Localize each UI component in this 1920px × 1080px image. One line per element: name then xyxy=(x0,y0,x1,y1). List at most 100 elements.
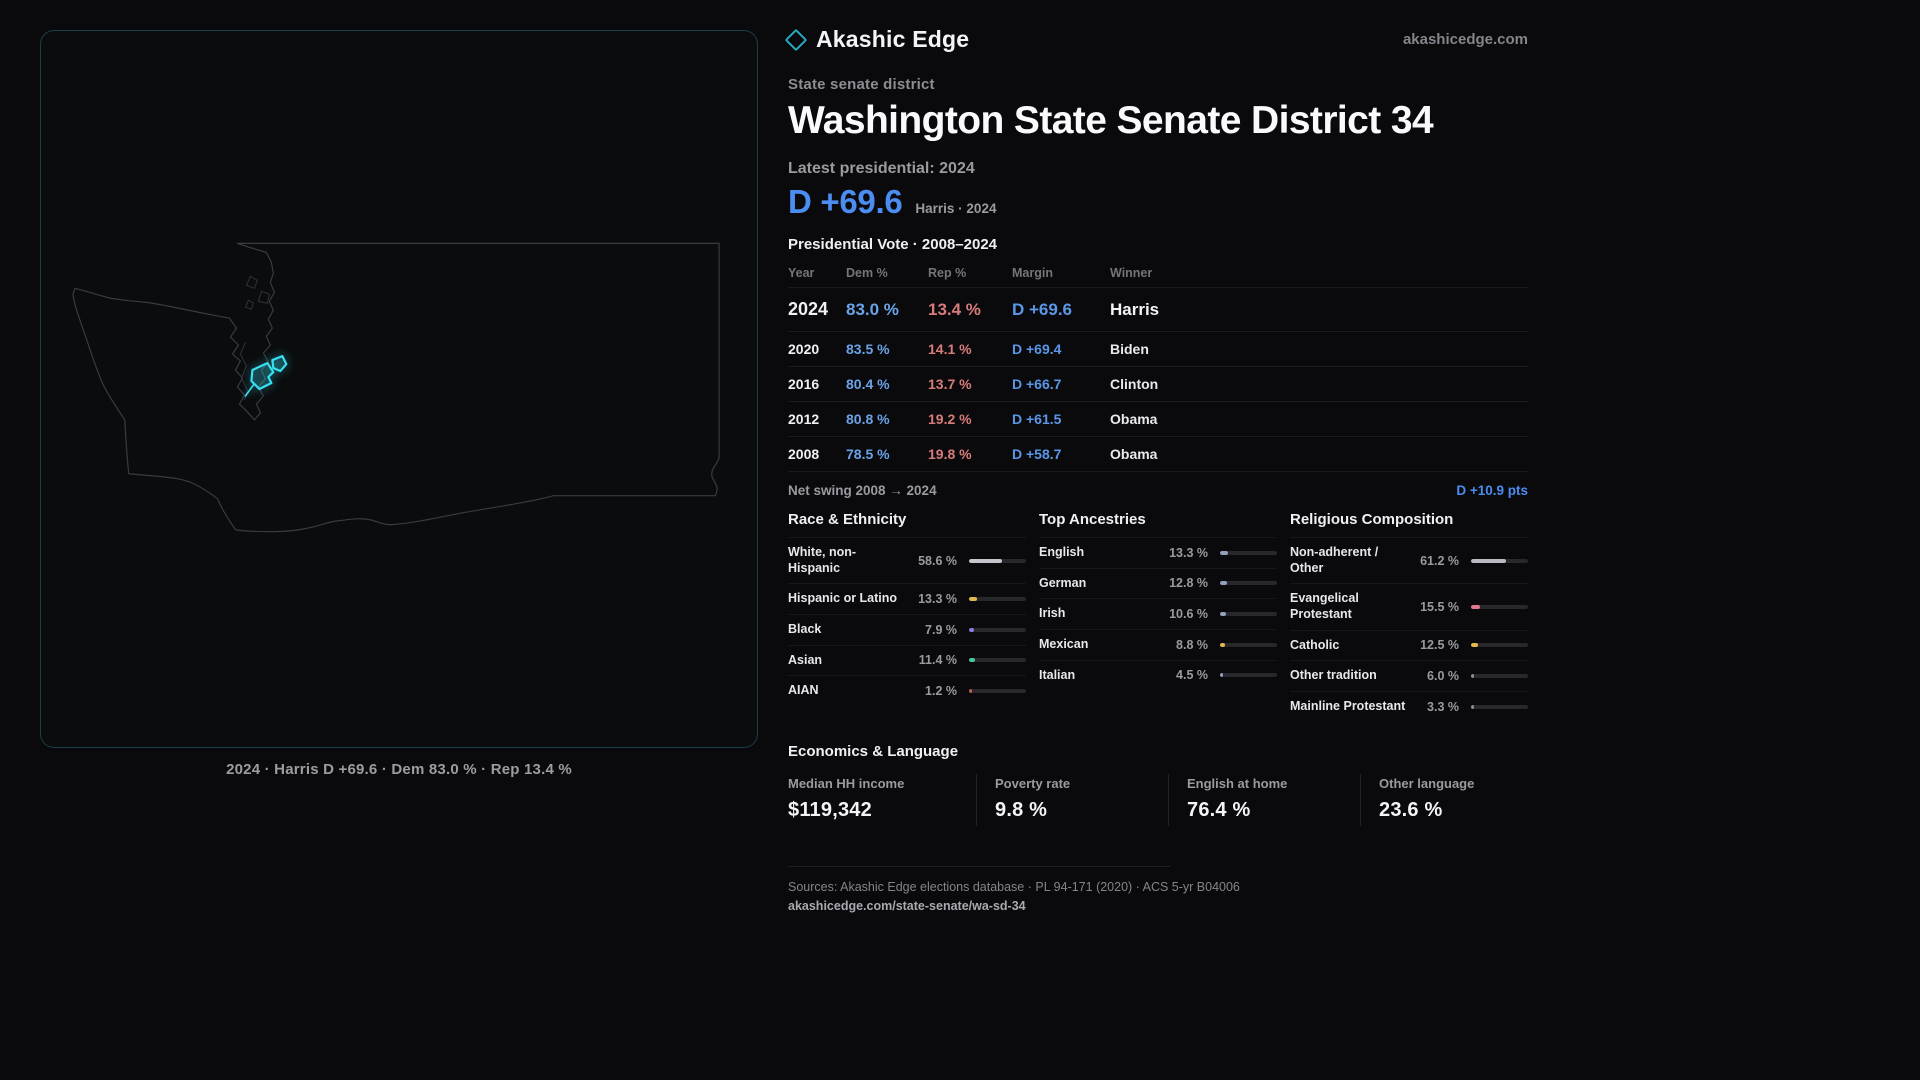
footer-divider xyxy=(788,866,1170,868)
vote-table-title: Presidential Vote · 2008–2024 xyxy=(788,236,998,253)
demographic-label: English xyxy=(1039,545,1085,559)
religion-title: Religious Composition xyxy=(1290,511,1454,528)
col-header-margin: Margin xyxy=(1012,266,1053,280)
diamond-logo-icon xyxy=(784,28,808,51)
demographic-value: 4.5 % xyxy=(1176,668,1208,683)
demographic-label: Non-adherent / Other xyxy=(1290,545,1379,575)
demographic-label: Black xyxy=(788,621,822,636)
island-whidbey xyxy=(245,275,259,289)
demographic-row: White, non-Hispanic 58.6 % xyxy=(788,537,1026,583)
stat-value: $119,342 xyxy=(788,799,872,822)
demographic-row: AIAN 1.2 % xyxy=(788,675,1026,706)
state-outline xyxy=(72,242,720,533)
demographics-section: Race & Ethnicity White, non-Hispanic 58.… xyxy=(788,511,1528,721)
col-header-rep: Rep % xyxy=(928,266,967,280)
stat-other-language: Other language 23.6 % xyxy=(1360,774,1528,827)
ancestry-title: Top Ancestries xyxy=(1039,511,1146,528)
cell-dem: 80.4 % xyxy=(846,376,890,392)
bar-fill xyxy=(1471,673,1475,678)
demographic-row: Black 7.9 % xyxy=(788,613,1026,645)
cell-dem: 83.5 % xyxy=(846,341,890,357)
washington-state-map xyxy=(72,242,720,533)
demographic-label: Italian xyxy=(1039,667,1076,682)
demographic-value: 12.5 % xyxy=(1420,638,1459,653)
margin-value: D +69.6 xyxy=(788,183,903,220)
district-34-highlight xyxy=(244,354,288,397)
economics-stats: Median HH income $119,342 Poverty rate 9… xyxy=(788,774,1528,827)
bar-fill xyxy=(1471,643,1479,648)
demographic-row: Evangelical Protestant 15.5 % xyxy=(1290,583,1528,629)
cell-winner: Harris xyxy=(1110,299,1160,319)
demographic-row: Italian 4.5 % xyxy=(1039,659,1277,691)
bar-fill xyxy=(969,597,977,602)
race-column: Race & Ethnicity White, non-Hispanic 58.… xyxy=(788,511,1026,706)
island-camano xyxy=(257,290,270,304)
demographic-row: Non-adherent / Other 61.2 % xyxy=(1290,537,1528,583)
cell-year: 2012 xyxy=(788,411,820,427)
table-row-2012: 2012 80.8 % 19.2 % D +61.5 Obama xyxy=(788,402,1528,437)
col-header-winner: Winner xyxy=(1110,266,1153,280)
stat-value: 9.8 % xyxy=(995,799,1048,822)
map-panel xyxy=(40,30,758,748)
demographic-bar xyxy=(1471,704,1528,709)
table-row-2024: 2024 83.0 % 13.4 % D +69.6 Harris xyxy=(788,288,1528,332)
demographic-label: Hispanic or Latino xyxy=(788,591,898,606)
cell-winner: Obama xyxy=(1110,411,1158,427)
demographic-bar xyxy=(1471,604,1528,609)
demographic-value: 13.3 % xyxy=(1169,545,1208,560)
demographic-bar xyxy=(1471,643,1528,648)
island-bainbridge xyxy=(244,299,255,310)
demographic-bar xyxy=(1471,558,1528,563)
cell-margin: D +61.5 xyxy=(1012,411,1062,427)
cell-margin: D +66.7 xyxy=(1012,376,1062,392)
demographic-value: 12.8 % xyxy=(1169,576,1208,591)
headline-margin: D +69.6 Harris · 2024 xyxy=(788,183,1528,221)
header-bar: Akashic Edge akashicedge.com xyxy=(784,26,1528,53)
demographic-bar xyxy=(1471,673,1528,678)
demographic-row: English 13.3 % xyxy=(1039,537,1277,568)
cell-winner: Clinton xyxy=(1110,376,1159,392)
table-row-2016: 2016 80.4 % 13.7 % D +66.7 Clinton xyxy=(788,367,1528,402)
site-link[interactable]: akashicedge.com xyxy=(1402,31,1528,48)
cell-margin: D +58.7 xyxy=(1012,446,1062,462)
net-swing-row: Net swing 2008 → 2024 D +10.9 pts xyxy=(788,483,1528,498)
brand: Akashic Edge xyxy=(784,26,969,53)
bar-fill xyxy=(1220,612,1227,617)
cell-margin: D +69.6 xyxy=(1012,299,1073,319)
demographic-label: Mexican xyxy=(1039,636,1089,651)
bar-fill xyxy=(1220,673,1223,678)
stat-label: English at home xyxy=(1187,776,1288,792)
cell-winner: Biden xyxy=(1110,341,1149,357)
cell-rep: 13.7 % xyxy=(928,376,972,392)
demographic-label: Catholic xyxy=(1290,637,1340,652)
cell-year: 2016 xyxy=(788,376,820,392)
demographic-label: White, non-Hispanic xyxy=(788,545,857,575)
demographic-bar xyxy=(1220,673,1277,678)
demographic-bar xyxy=(1220,581,1277,586)
demographic-value: 7.9 % xyxy=(925,622,957,637)
cell-dem: 80.8 % xyxy=(846,411,890,427)
bar-fill xyxy=(1220,642,1226,647)
demographic-bar xyxy=(969,688,1026,693)
demographic-label: Evangelical Protestant xyxy=(1290,591,1359,621)
latest-presidential-label: Latest presidential: 2024 xyxy=(788,160,975,177)
stat-poverty-rate: Poverty rate 9.8 % xyxy=(976,774,1168,827)
demographic-bar xyxy=(1220,612,1277,617)
stat-value: 23.6 % xyxy=(1379,799,1443,822)
demographic-bar xyxy=(1220,642,1277,647)
demographic-value: 61.2 % xyxy=(1420,553,1459,568)
stat-median-hh-income: Median HH income $119,342 xyxy=(788,774,976,826)
table-row-2020: 2020 83.5 % 14.1 % D +69.4 Biden xyxy=(788,332,1528,367)
demographic-row: Asian 11.4 % xyxy=(788,644,1026,676)
sources-text: Sources: Akashic Edge elections database… xyxy=(788,880,1240,895)
cell-dem: 78.5 % xyxy=(846,446,890,462)
demographic-row: Other tradition 6.0 % xyxy=(1290,660,1528,691)
permalink[interactable]: akashicedge.com/state-senate/wa-sd-34 xyxy=(788,899,1026,914)
demographic-label: Irish xyxy=(1039,606,1066,621)
district-34-shape-upper xyxy=(271,354,288,373)
map-section: 2024 · Harris D +69.6 · Dem 83.0 % · Rep… xyxy=(40,30,758,778)
table-row-2008: 2008 78.5 % 19.8 % D +58.7 Obama xyxy=(788,437,1528,472)
demographic-value: 3.3 % xyxy=(1427,699,1459,714)
demographic-row: Catholic 12.5 % xyxy=(1290,629,1528,661)
footer: Sources: Akashic Edge elections database… xyxy=(788,866,1528,915)
